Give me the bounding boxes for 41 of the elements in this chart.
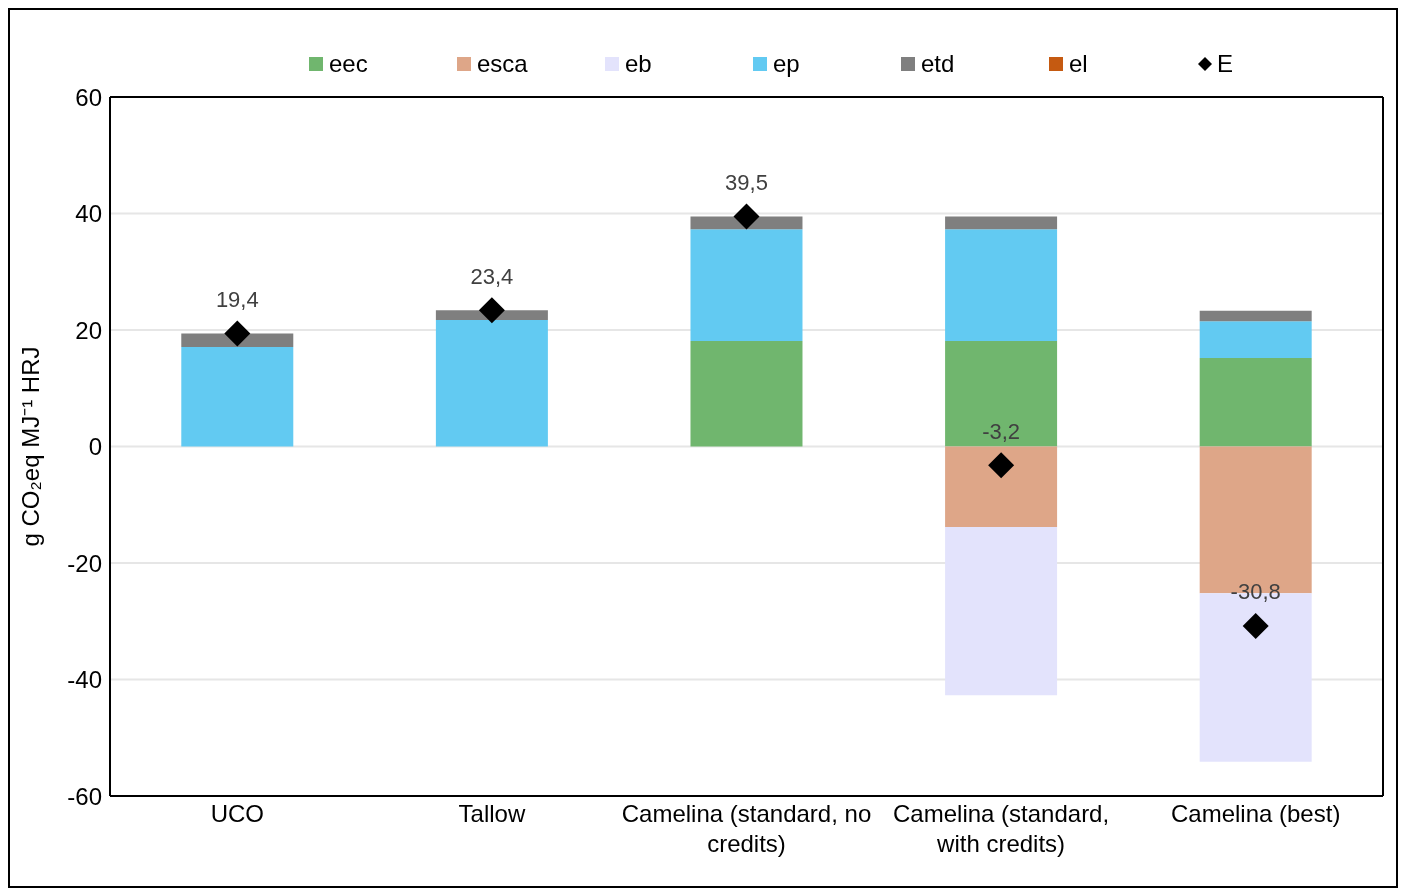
y-tick-label: 0	[88, 433, 102, 461]
data-label: 23,4	[470, 263, 514, 289]
legend-label: ep	[773, 50, 800, 78]
bar	[435, 320, 548, 447]
x-tick-label: Camelina (standard, no credits)	[621, 800, 872, 857]
point	[1242, 612, 1269, 639]
bar	[945, 526, 1058, 696]
legend-label: esca	[477, 50, 528, 78]
point	[988, 452, 1015, 479]
point	[478, 297, 505, 324]
legend-label: eb	[625, 50, 652, 78]
x-tick-label: Camelina (best)	[1171, 800, 1341, 827]
data-label: 39,5	[725, 169, 768, 195]
bar	[1199, 357, 1312, 447]
bar	[945, 446, 1058, 527]
x-tick-label: Camelina (standard, with credits)	[893, 800, 1110, 857]
y-tick-label: 40	[75, 200, 102, 228]
legend-label: etd	[921, 50, 955, 78]
y-tick-label: -60	[67, 782, 102, 810]
bar	[690, 229, 803, 342]
bar	[181, 346, 294, 447]
bar	[1199, 321, 1312, 358]
bar	[945, 229, 1058, 342]
y-tick-label: -20	[67, 549, 102, 577]
data-label: 19,4	[215, 286, 259, 312]
bar	[945, 216, 1058, 230]
point	[733, 203, 760, 230]
legend-label: E	[1217, 50, 1234, 78]
x-tick-label: UCO	[210, 800, 264, 827]
point	[224, 320, 251, 347]
data-label: -3,2	[982, 418, 1021, 444]
legend-label: eec	[329, 50, 368, 78]
x-tick-label: Tallow	[458, 800, 526, 827]
bar	[1199, 310, 1312, 322]
y-tick-label: -40	[67, 666, 102, 694]
y-tick-label: 20	[75, 316, 102, 344]
y-axis-title: g CO₂eq MJ⁻¹ HRJ	[16, 346, 44, 547]
bar	[690, 341, 803, 447]
bar	[945, 341, 1058, 447]
y-tick-label: 60	[75, 83, 102, 111]
legend-label: el	[1069, 50, 1088, 78]
